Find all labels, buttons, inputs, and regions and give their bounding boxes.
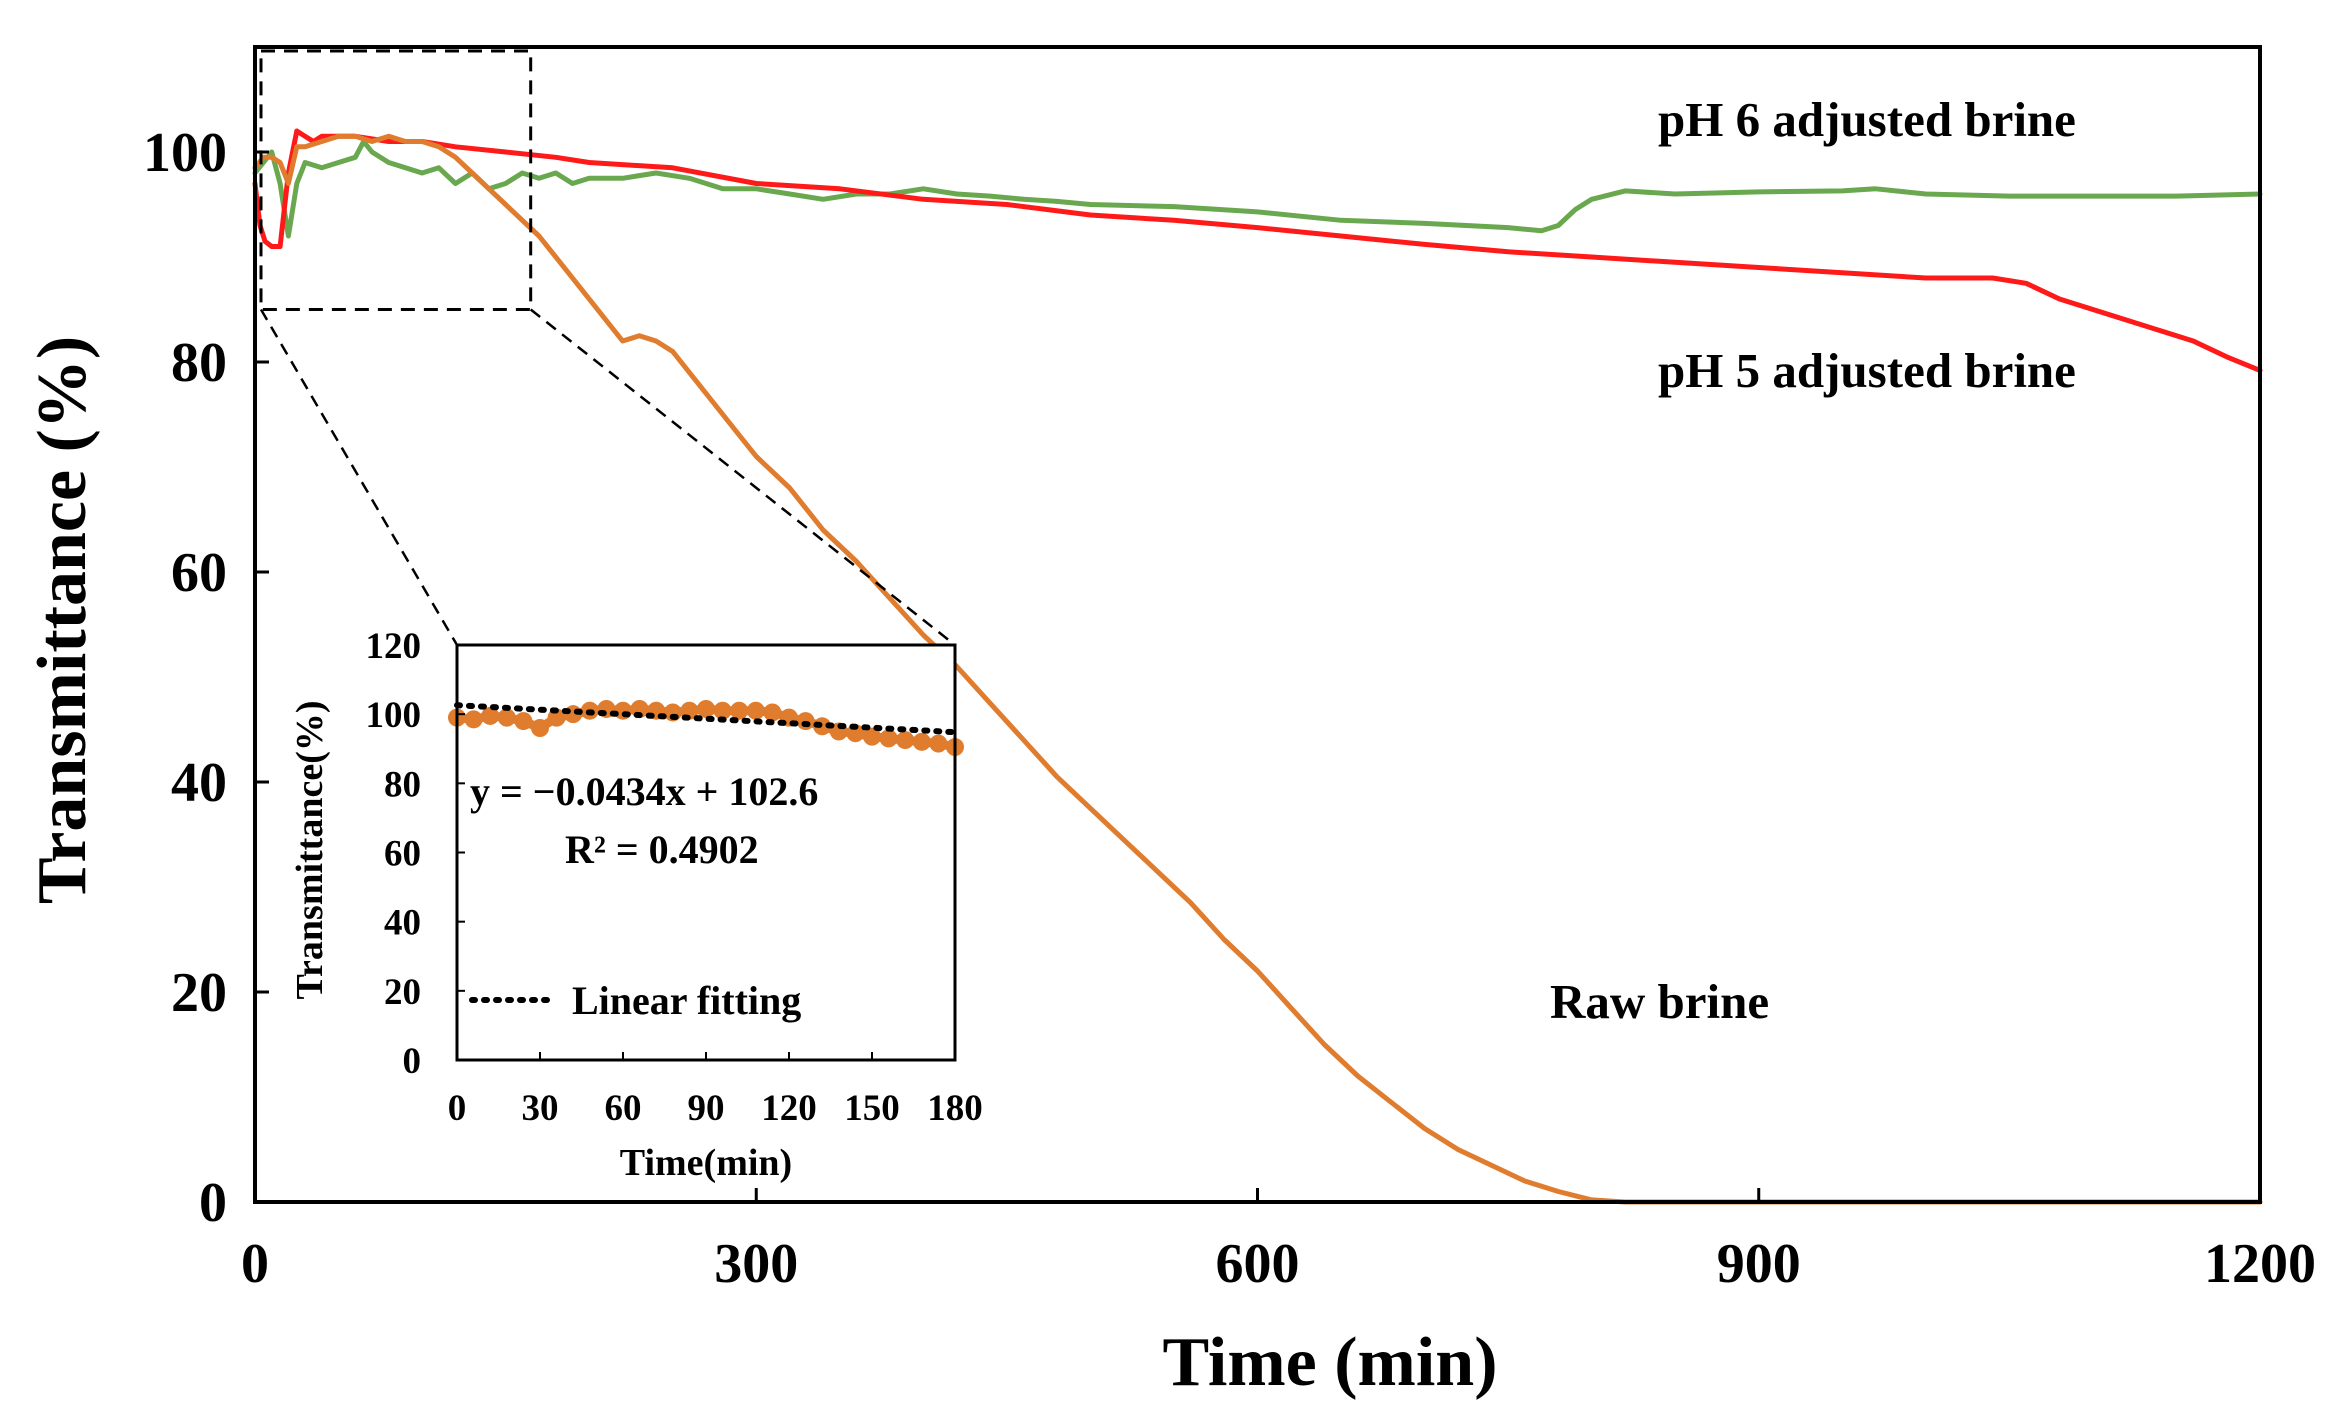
inset-data-point bbox=[464, 710, 483, 729]
zoom-region-box bbox=[259, 49, 533, 311]
inset-r-squared: R² = 0.4902 bbox=[565, 827, 759, 872]
main-y-tick-label: 60 bbox=[171, 542, 227, 604]
main-y-tick-label: 40 bbox=[171, 752, 227, 814]
inset-legend-label: Linear fitting bbox=[572, 978, 801, 1023]
inset-y-tick-label: 40 bbox=[384, 903, 421, 944]
inset-x-ticks: 0 30 60 90 120 150 180 bbox=[448, 1052, 983, 1129]
annotation-raw: Raw brine bbox=[1550, 974, 1769, 1029]
inset-y-tick-label: 20 bbox=[384, 972, 421, 1013]
zoom-indicator bbox=[259, 49, 956, 646]
main-x-axis-label: Time (min) bbox=[1162, 1324, 1497, 1401]
inset-y-tick-label: 80 bbox=[384, 764, 421, 805]
inset-y-tick-label: 0 bbox=[403, 1041, 422, 1082]
main-y-ticks: 0 20 40 60 80 100 bbox=[143, 122, 269, 1234]
main-y-axis-label: Transmittance (%) bbox=[24, 336, 101, 904]
series-line-ph-6-adjusted-brine bbox=[252, 139, 2263, 239]
inset-data-point bbox=[929, 734, 948, 753]
main-x-tick-label: 300 bbox=[714, 1233, 798, 1295]
annotation-ph6: pH 6 adjusted brine bbox=[1658, 92, 2076, 147]
inset-data-point bbox=[879, 729, 898, 748]
inset-data-point bbox=[912, 732, 931, 751]
inset-y-tick-label: 60 bbox=[384, 834, 421, 875]
main-x-ticks: 0 300 600 900 1200 bbox=[241, 1188, 2316, 1295]
inset-x-tick-label: 0 bbox=[448, 1088, 467, 1129]
inset-y-ticks: 0 20 40 60 80 100 120 bbox=[366, 626, 465, 1082]
zoom-connector-right bbox=[529, 308, 956, 646]
inset-data-point bbox=[697, 699, 715, 718]
main-y-tick-label: 80 bbox=[171, 332, 227, 394]
main-x-tick-label: 1200 bbox=[2204, 1233, 2316, 1295]
inset-x-tick-label: 90 bbox=[688, 1088, 725, 1129]
main-x-tick-label: 600 bbox=[1216, 1233, 1300, 1295]
main-y-tick-label: 0 bbox=[199, 1172, 227, 1234]
main-y-tick-label: 20 bbox=[171, 962, 227, 1024]
inset-data-point bbox=[713, 701, 732, 720]
inset-data-point bbox=[481, 706, 500, 725]
inset-series-group bbox=[448, 699, 964, 757]
inset-equation: y = −0.0434x + 102.6 bbox=[470, 769, 818, 814]
inset-data-point bbox=[730, 701, 749, 720]
inset-data-point bbox=[497, 708, 516, 727]
inset-y-tick-label: 120 bbox=[366, 626, 422, 667]
inset-data-point bbox=[746, 701, 765, 720]
inset-data-point bbox=[896, 731, 915, 750]
inset-data-point bbox=[763, 703, 782, 722]
inset-y-tick-label: 100 bbox=[366, 695, 422, 736]
main-x-tick-label: 0 bbox=[241, 1233, 269, 1295]
series-line-ph-5-adjusted-brine bbox=[252, 128, 2263, 373]
inset-data-point bbox=[614, 701, 632, 720]
zoom-connector-left bbox=[259, 308, 459, 646]
main-x-tick-label: 900 bbox=[1717, 1233, 1801, 1295]
inset-y-axis-label: Transmittance(%) bbox=[289, 700, 331, 999]
annotation-ph5: pH 5 adjusted brine bbox=[1658, 343, 2076, 398]
inset-x-tick-label: 150 bbox=[844, 1088, 900, 1129]
inset-x-tick-label: 120 bbox=[761, 1088, 817, 1129]
inset-x-axis-label: Time(min) bbox=[620, 1142, 792, 1184]
inset-legend: Linear fitting bbox=[469, 978, 801, 1023]
inset-x-tick-label: 60 bbox=[605, 1088, 642, 1129]
inset-x-tick-label: 30 bbox=[522, 1088, 559, 1129]
main-y-tick-label: 100 bbox=[143, 122, 227, 184]
inset-data-point bbox=[863, 727, 881, 746]
inset-data-point bbox=[514, 712, 533, 731]
inset-plot: 0 30 60 90 120 150 180 0 20 40 60 80 100 120 Time(mi… bbox=[289, 626, 983, 1184]
inset-data-point bbox=[531, 719, 549, 737]
inset-linear-fit-line bbox=[454, 702, 958, 736]
inset-x-tick-label: 180 bbox=[927, 1088, 983, 1129]
